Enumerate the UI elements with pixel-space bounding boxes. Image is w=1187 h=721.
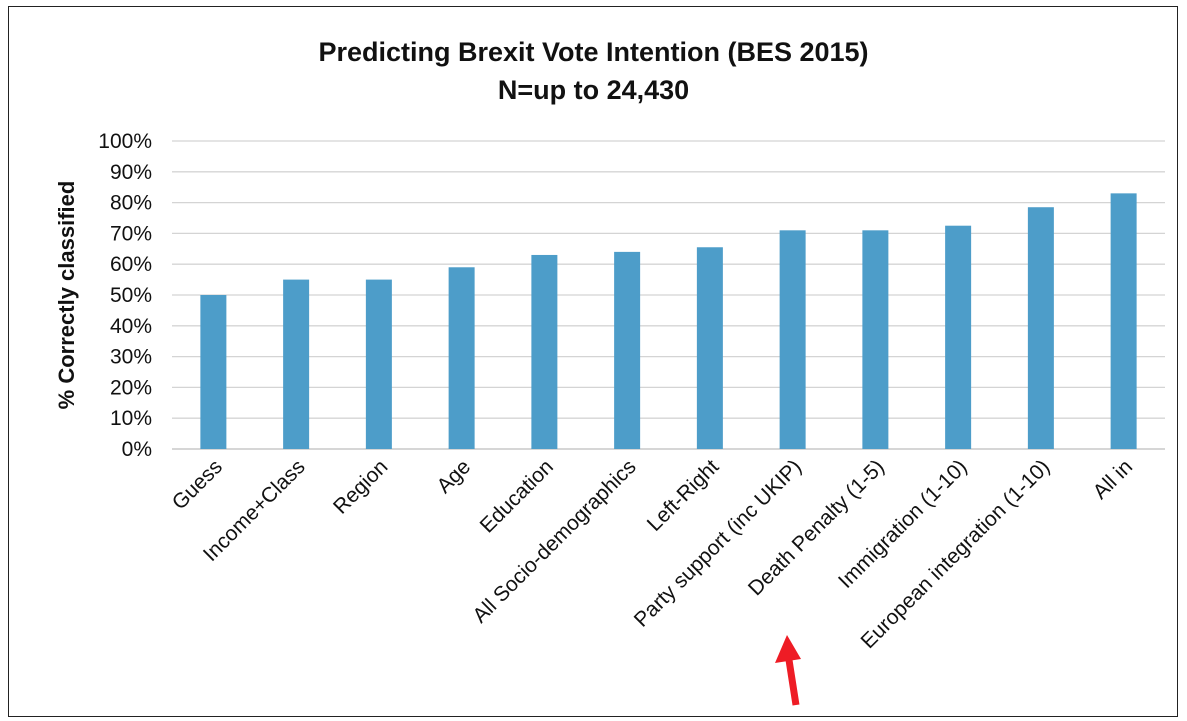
category-label: Party support (inc UKIP)	[630, 455, 806, 631]
category-label: Age	[432, 455, 475, 498]
bar	[779, 230, 806, 449]
category-label: All Socio-demographics	[468, 455, 640, 627]
category-label: All in	[1089, 455, 1137, 503]
y-tick-label: 30%	[110, 346, 152, 369]
bar	[448, 267, 475, 449]
bar	[945, 225, 972, 449]
y-tick-label: 70%	[110, 222, 152, 245]
bar	[200, 295, 227, 449]
category-label: Education	[476, 455, 558, 537]
bar	[283, 279, 310, 449]
category-label: Death Penalty (1-5)	[744, 455, 889, 600]
y-axis-label: % Correctly classified	[54, 181, 79, 410]
arrow-shaft	[785, 659, 800, 706]
category-label: Left-Right	[643, 455, 724, 536]
y-tick-labels: 0% 10% 20% 30% 40% 50% 60% 70% 80% 90% 100%	[98, 130, 152, 461]
y-tick-label: 90%	[110, 161, 152, 184]
y-tick-label: 50%	[110, 284, 152, 307]
y-tick-label: 100%	[98, 130, 152, 153]
gridlines	[172, 140, 1165, 450]
y-tick-label: 40%	[110, 315, 152, 338]
bar	[862, 230, 889, 449]
chart-subtitle: N=up to 24,430	[497, 75, 690, 105]
red-arrow-annotation	[775, 635, 801, 706]
y-tick-label: 10%	[110, 407, 152, 430]
bar	[531, 254, 558, 449]
y-tick-label: 60%	[110, 253, 152, 276]
bar	[365, 279, 392, 449]
category-label: Guess	[168, 455, 227, 514]
bar	[614, 251, 641, 449]
chart-title: Predicting Brexit Vote Intention (BES 20…	[318, 37, 869, 67]
bar	[1027, 207, 1054, 449]
y-tick-label: 80%	[110, 192, 152, 215]
bar	[696, 247, 723, 449]
bar	[1110, 193, 1137, 449]
y-tick-label: 0%	[122, 438, 152, 461]
y-tick-label: 20%	[110, 376, 152, 399]
category-label: Region	[329, 455, 392, 518]
arrow-head	[775, 635, 801, 663]
bars	[200, 193, 1137, 449]
